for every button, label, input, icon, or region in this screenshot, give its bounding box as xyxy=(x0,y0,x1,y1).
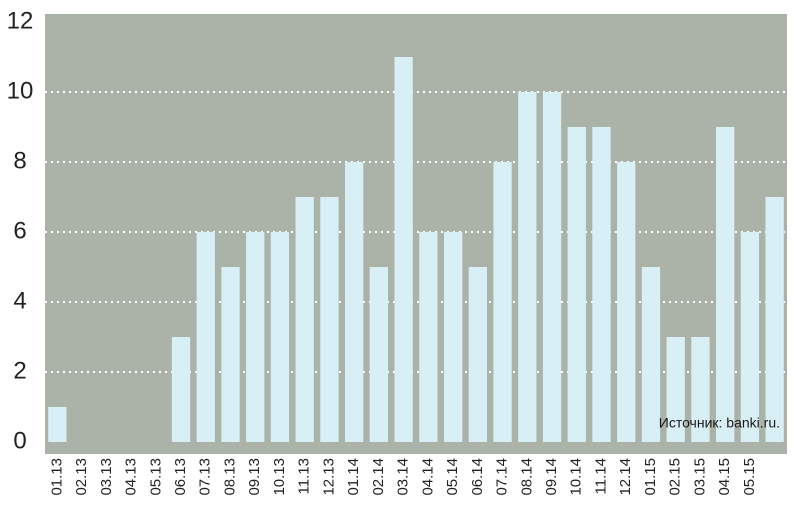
x-tick-label: 01.13 xyxy=(48,458,65,496)
bar xyxy=(468,267,487,442)
x-tick-label: 10.13 xyxy=(271,458,288,496)
x-tick-label: 02.13 xyxy=(73,458,90,496)
bar xyxy=(666,337,685,442)
bar xyxy=(592,127,611,442)
x-tick-label: 03.15 xyxy=(691,458,708,496)
x-tick-label: 09.13 xyxy=(246,458,263,496)
x-tick-label: 05.14 xyxy=(444,458,461,496)
bar xyxy=(345,162,364,442)
plot-background xyxy=(45,14,787,454)
bar xyxy=(691,337,710,442)
bar xyxy=(443,232,463,442)
y-tick-label: 8 xyxy=(13,147,26,174)
x-tick-label: 04.14 xyxy=(419,458,436,496)
x-tick-label: 06.14 xyxy=(469,458,486,496)
x-tick-label: 07.14 xyxy=(494,458,511,496)
bar xyxy=(171,337,191,442)
y-tick-label: 10 xyxy=(7,77,34,104)
bar xyxy=(48,407,67,442)
source-note: Источник: banki.ru. xyxy=(659,415,780,431)
x-tick-label: 03.14 xyxy=(395,458,412,496)
bar xyxy=(716,127,735,442)
x-tick-label: 06.13 xyxy=(172,458,189,496)
x-tick-label: 03.13 xyxy=(98,458,115,496)
x-tick-label: 11.13 xyxy=(296,458,313,494)
bar xyxy=(295,197,314,442)
bar xyxy=(270,232,290,442)
bar xyxy=(369,267,389,442)
x-tick-label: 02.15 xyxy=(667,458,684,496)
x-tick-label: 04.15 xyxy=(716,458,733,496)
x-tick-label: 07.13 xyxy=(197,458,214,496)
bar xyxy=(221,267,240,442)
x-tick-label: 09.14 xyxy=(543,458,560,496)
bar xyxy=(765,197,784,442)
bar xyxy=(394,57,413,442)
x-tick-label: 01.14 xyxy=(345,458,362,496)
bar xyxy=(518,92,537,442)
x-tick-label: 08.14 xyxy=(518,458,535,496)
y-tick-label: 12 xyxy=(7,7,34,34)
bar xyxy=(320,197,339,442)
x-tick-label: 12.14 xyxy=(617,458,634,496)
bar xyxy=(196,232,215,442)
y-tick-label: 2 xyxy=(13,357,26,384)
x-tick-label: 10.14 xyxy=(568,458,585,496)
bar xyxy=(617,162,636,442)
y-tick-label: 4 xyxy=(13,287,26,314)
y-tick-label: 6 xyxy=(13,217,26,244)
bar xyxy=(567,127,586,442)
bar xyxy=(542,92,562,442)
x-tick-label: 11.14 xyxy=(592,458,609,494)
x-tick-label: 08.13 xyxy=(221,458,238,496)
x-tick-label: 12.13 xyxy=(320,458,337,496)
bar xyxy=(419,232,438,442)
x-tick-label: 04.13 xyxy=(123,458,140,496)
y-tick-label: 0 xyxy=(13,427,26,454)
x-tick-label: 05.15 xyxy=(741,458,758,496)
x-tick-label: 02.14 xyxy=(370,458,387,496)
x-tick-label: 05.13 xyxy=(147,458,164,496)
bar xyxy=(641,267,661,442)
bar xyxy=(493,162,512,442)
bar xyxy=(740,232,760,442)
x-tick-label: 01.15 xyxy=(642,458,659,496)
bar xyxy=(246,232,265,442)
